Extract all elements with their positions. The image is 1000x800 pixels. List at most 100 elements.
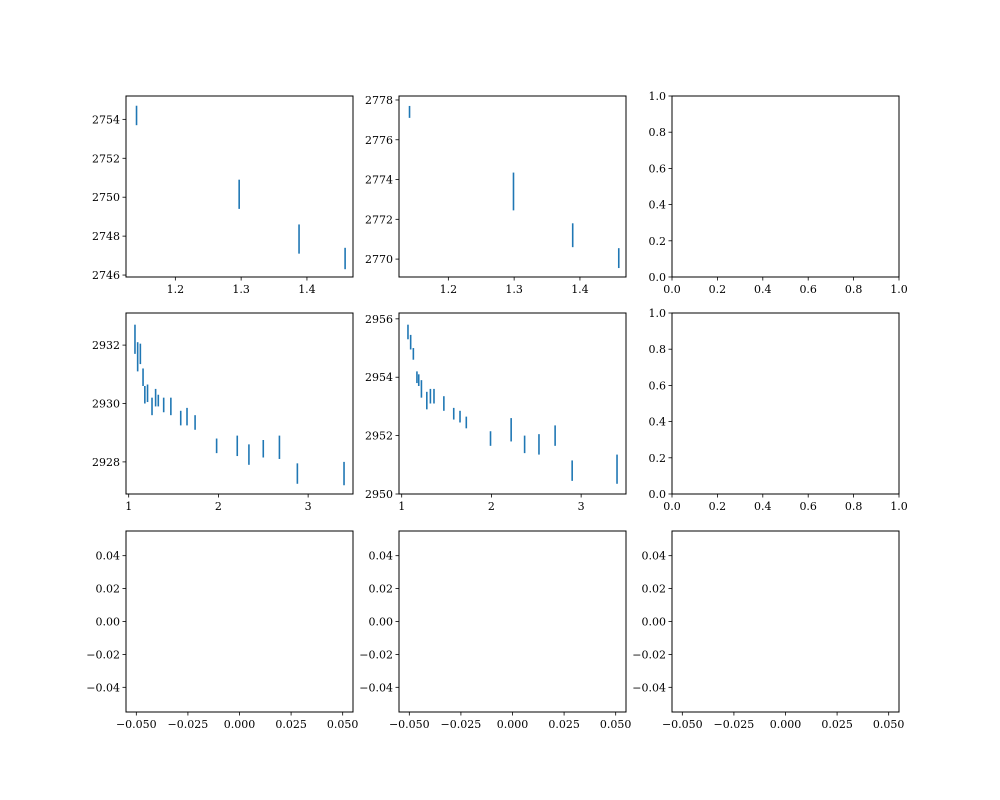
- y-tick-label: −0.02: [86, 648, 120, 661]
- y-tick-label: 0.8: [649, 126, 667, 139]
- axes-frame: [398, 95, 627, 278]
- subplot-grid: 1.2 1.3 1.4 2746 2748 2750 2752 2754 1.2 1.3 1.4 27…: [86, 90, 907, 731]
- y-tick-label: 0.04: [96, 550, 121, 563]
- y-tick-label: 2952: [365, 430, 393, 443]
- x-tick-label: 0.050: [873, 718, 905, 731]
- y-tick-label: 0.00: [369, 616, 394, 629]
- y-tick-label: 2954: [365, 371, 393, 384]
- subplot-row1-col3: 0.0 0.2 0.4 0.6 0.8 1.0 0.0 0.2 0.4 0.6 0.8 1.0: [649, 90, 908, 296]
- subplot-row3-col1: −0.050 −0.025 0.000 0.025 0.050 −0.04 −0.02 0.0…: [86, 530, 359, 731]
- x-tick-label: 0.025: [821, 718, 853, 731]
- y-tick-label: 0.2: [649, 235, 667, 248]
- y-tick-label: −0.02: [632, 648, 666, 661]
- subplot-row1-col1: 1.2 1.3 1.4 2746 2748 2750 2752 2754: [92, 95, 354, 296]
- x-tick-label: 2: [488, 500, 495, 513]
- x-tick-label: 0.6: [799, 283, 817, 296]
- y-tick-label: 2772: [365, 213, 393, 226]
- y-tick-label: 2776: [365, 134, 393, 147]
- axes-frame: [671, 95, 900, 278]
- y-tick-label: 2750: [92, 191, 120, 204]
- x-tick-label: 1: [398, 500, 405, 513]
- x-tick-label: 0.000: [497, 718, 529, 731]
- x-tick-label: 1.0: [890, 500, 908, 513]
- x-tick-label: 0.8: [845, 283, 863, 296]
- x-tick-label: 1.4: [571, 283, 589, 296]
- y-tick-label: 0.8: [649, 343, 667, 356]
- y-tick-label: 0.4: [649, 199, 667, 212]
- y-tick-label: 0.04: [642, 550, 667, 563]
- subplot-row2-col2: 1 2 3 2950 2952 2954 2956: [365, 312, 627, 513]
- x-tick-label: 0.2: [709, 283, 727, 296]
- y-tick-label: 0.02: [642, 583, 667, 596]
- y-tick-label: 2752: [92, 152, 120, 165]
- x-tick-label: −0.025: [168, 718, 209, 731]
- y-tick-label: 0.6: [649, 162, 667, 175]
- x-tick-label: 0.050: [600, 718, 632, 731]
- y-tick-label: 1.0: [649, 307, 667, 320]
- y-tick-label: −0.04: [632, 681, 666, 694]
- y-tick-label: 0.2: [649, 452, 667, 465]
- y-tick-label: 0.02: [96, 583, 121, 596]
- subplot-row3-col3: −0.050 −0.025 0.000 0.025 0.050 −0.04 −0.02 0.0…: [632, 530, 905, 731]
- x-tick-label: 1.2: [440, 283, 458, 296]
- y-tick-label: 2928: [92, 456, 120, 469]
- x-tick-label: 0.000: [770, 718, 802, 731]
- x-tick-label: 1.3: [232, 283, 250, 296]
- x-tick-label: 0.025: [275, 718, 307, 731]
- y-tick-label: 0.4: [649, 416, 667, 429]
- x-tick-label: 0.2: [709, 500, 727, 513]
- x-tick-label: 1.0: [890, 283, 908, 296]
- y-tick-label: −0.02: [359, 648, 393, 661]
- axes-frame: [671, 530, 900, 713]
- y-tick-label: 2746: [92, 269, 120, 282]
- x-tick-label: 0.4: [754, 283, 772, 296]
- axes-frame: [398, 312, 627, 495]
- x-tick-label: 0.0: [663, 500, 681, 513]
- x-tick-label: 0.8: [845, 500, 863, 513]
- y-tick-label: 0.0: [649, 488, 667, 501]
- x-tick-label: −0.050: [662, 718, 703, 731]
- x-tick-label: 0.0: [663, 283, 681, 296]
- x-tick-label: 2: [215, 500, 222, 513]
- subplot-row2-col1: 1 2 3 2928 2930 2932: [92, 312, 354, 513]
- y-tick-label: 0.0: [649, 271, 667, 284]
- y-tick-label: 2930: [92, 398, 120, 411]
- x-tick-label: −0.025: [441, 718, 482, 731]
- y-tick-label: 2932: [92, 339, 120, 352]
- subplot-row2-col3: 0.0 0.2 0.4 0.6 0.8 1.0 0.0 0.2 0.4 0.6 0.8 1.0: [649, 307, 908, 513]
- x-tick-label: −0.050: [389, 718, 430, 731]
- axes-frame: [125, 312, 354, 495]
- x-tick-label: −0.025: [714, 718, 755, 731]
- x-tick-label: 3: [305, 500, 312, 513]
- y-tick-label: −0.04: [86, 681, 120, 694]
- axes-frame: [125, 530, 354, 713]
- y-tick-label: 2770: [365, 253, 393, 266]
- y-tick-label: 2754: [92, 113, 120, 126]
- x-tick-label: −0.050: [116, 718, 157, 731]
- y-tick-label: −0.04: [359, 681, 393, 694]
- axes-frame: [671, 312, 900, 495]
- y-tick-label: 2956: [365, 313, 393, 326]
- y-tick-label: 2778: [365, 94, 393, 107]
- y-tick-label: 0.02: [369, 583, 394, 596]
- y-tick-label: 0.04: [369, 550, 394, 563]
- subplot-row3-col2: −0.050 −0.025 0.000 0.025 0.050 −0.04 −0.02 0.0…: [359, 530, 632, 731]
- x-tick-label: 0.6: [799, 500, 817, 513]
- x-tick-label: 0.4: [754, 500, 772, 513]
- x-tick-label: 0.000: [224, 718, 256, 731]
- y-tick-label: 0.00: [96, 616, 121, 629]
- x-tick-label: 1.4: [298, 283, 316, 296]
- axes-frame: [398, 530, 627, 713]
- y-tick-label: 1.0: [649, 90, 667, 103]
- x-tick-label: 0.025: [548, 718, 580, 731]
- y-tick-label: 0.6: [649, 379, 667, 392]
- x-tick-label: 1: [125, 500, 132, 513]
- x-tick-label: 1.3: [505, 283, 523, 296]
- x-tick-label: 0.050: [327, 718, 359, 731]
- y-tick-label: 2950: [365, 488, 393, 501]
- y-tick-label: 0.00: [642, 616, 667, 629]
- x-tick-label: 3: [578, 500, 585, 513]
- subplot-row1-col2: 1.2 1.3 1.4 2770 2772 2774 2776 2778: [365, 94, 627, 296]
- y-tick-label: 2774: [365, 174, 393, 187]
